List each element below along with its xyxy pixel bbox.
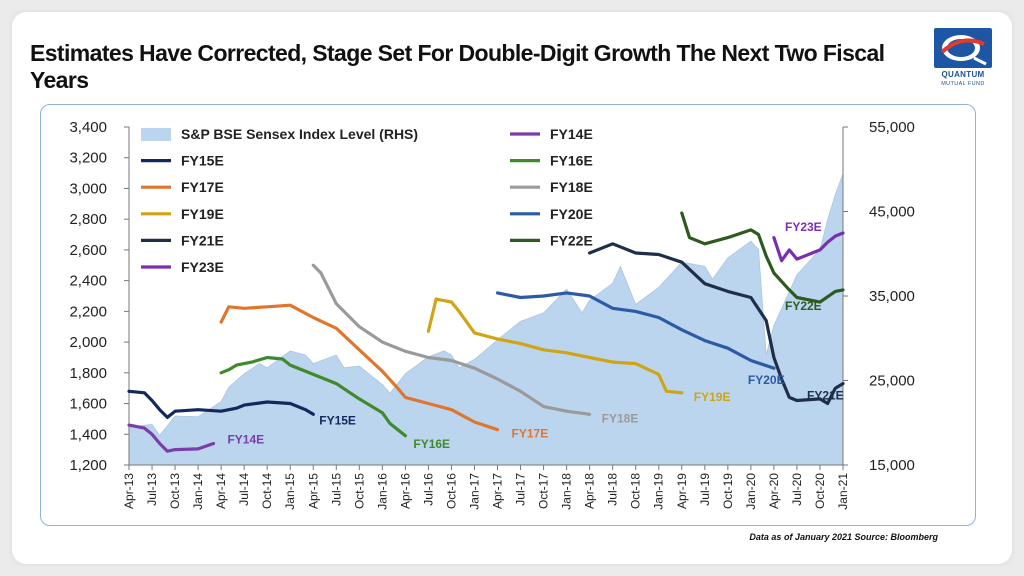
x-tick-label: Jul-20 [790, 473, 804, 506]
x-tick-label: Jul-16 [421, 473, 435, 506]
x-tick-label: Apr-16 [398, 473, 412, 509]
x-tick-label: Oct-15 [352, 473, 366, 509]
legend-label-fy22e: FY22E [550, 232, 593, 248]
logo-subtitle: MUTUAL FUND [941, 81, 985, 87]
x-tick-label: Oct-19 [721, 473, 735, 509]
series-line-fy15e [127, 389, 315, 419]
y-left-tick-label: 2,400 [69, 273, 107, 290]
legend-label-fy14e: FY14E [550, 126, 593, 142]
x-tick-label: Oct-20 [813, 473, 827, 509]
x-tick-label: Jul-19 [698, 473, 712, 506]
y-right-tick-label: 25,000 [869, 373, 915, 390]
legend-swatch-sensex [141, 128, 171, 141]
x-tick-label: Apr-18 [583, 473, 597, 509]
series-end-label-fy22e: FY22E [785, 299, 822, 313]
series-line-fy22e [680, 211, 845, 304]
series-line-fy23e [772, 231, 845, 263]
series-end-label-fy19e: FY19E [694, 390, 731, 404]
y-left-tick-label: 1,800 [69, 365, 107, 382]
y-left-tick-label: 2,000 [69, 334, 107, 351]
x-tick-label: Jul-13 [145, 473, 159, 506]
legend-label-fy19e: FY19E [181, 206, 224, 222]
series-end-label-fy17e: FY17E [512, 427, 549, 441]
x-tick-label: Oct-16 [444, 473, 458, 509]
y-right-tick-label: 45,000 [869, 204, 915, 221]
logo-emblem-icon [940, 35, 987, 66]
y-left-tick-label: 2,800 [69, 211, 107, 228]
series-end-label-fy20e: FY20E [748, 373, 785, 387]
series-line-fy21e [588, 242, 845, 406]
legend-label-fy17e: FY17E [181, 179, 224, 195]
y-left-tick-label: 1,400 [69, 426, 107, 443]
series-end-label-fy14e: FY14E [227, 432, 264, 446]
legend-label-fy23e: FY23E [181, 259, 224, 275]
x-tick-label: Oct-17 [537, 473, 551, 509]
x-tick-label: Jul-15 [329, 473, 343, 506]
series-end-label-fy18e: FY18E [602, 411, 639, 425]
x-tick-label: Jul-14 [237, 473, 251, 506]
x-tick-label: Apr-19 [675, 473, 689, 509]
y-left-tick-label: 2,600 [69, 242, 107, 259]
x-tick-label: Jan-21 [836, 473, 850, 510]
x-tick-label: Oct-18 [629, 473, 643, 509]
series-line-fy19e [426, 297, 684, 395]
y-right-tick-label: 15,000 [869, 457, 915, 474]
x-tick-label: Jul-17 [514, 473, 528, 506]
series-line-fy18e [311, 263, 592, 416]
series-end-label-fy15e: FY15E [319, 413, 356, 427]
x-tick-label: Apr-17 [491, 473, 505, 509]
y-left-tick-label: 1,600 [69, 396, 107, 413]
series-line-fy20e [495, 291, 776, 370]
x-tick-label: Apr-14 [214, 473, 228, 509]
y-left-tick-label: 2,200 [69, 303, 107, 320]
series-line-fy17e [219, 303, 500, 432]
x-tick-label: Jan-18 [560, 473, 574, 510]
x-tick-label: Jan-19 [652, 473, 666, 510]
logo-name: QUANTUM [941, 70, 985, 79]
legend-label-fy20e: FY20E [550, 206, 593, 222]
y-left-tick-label: 3,200 [69, 150, 107, 167]
x-tick-label: Apr-20 [767, 473, 781, 509]
series-end-label-fy23e: FY23E [785, 220, 822, 234]
y-left-tick-label: 3,400 [69, 119, 107, 136]
quantum-logo: QUANTUM MUTUAL FUND [930, 28, 996, 90]
x-tick-label: Oct-14 [260, 473, 274, 509]
legend-label-fy15e: FY15E [181, 153, 224, 169]
y-right-tick-label: 35,000 [869, 288, 915, 305]
x-tick-label: Jan-20 [744, 473, 758, 510]
page-title: Estimates Have Corrected, Stage Set For … [30, 40, 885, 93]
series-end-label-fy16e: FY16E [413, 437, 450, 451]
x-tick-label: Apr-15 [306, 473, 320, 509]
logo-mark [934, 28, 992, 68]
legend-label-fy21e: FY21E [181, 232, 224, 248]
legend-label-fy16e: FY16E [550, 153, 593, 169]
y-left-tick-label: 3,000 [69, 180, 107, 197]
x-tick-label: Apr-13 [122, 473, 136, 509]
y-left-tick-label: 1,200 [69, 457, 107, 474]
series-line-fy14e [127, 423, 216, 453]
x-tick-label: Jan-14 [191, 473, 205, 510]
legend-label-sensex: S&P BSE Sensex Index Level (RHS) [181, 126, 418, 142]
series-line-fy16e [219, 355, 407, 438]
source-note: Data as of January 2021 Source: Bloomber… [749, 532, 938, 542]
x-tick-label: Jan-15 [283, 473, 297, 510]
x-tick-label: Jan-17 [467, 473, 481, 510]
series-end-label-fy21e: FY21E [807, 389, 844, 403]
x-tick-label: Jan-16 [375, 473, 389, 510]
x-tick-label: Oct-13 [168, 473, 182, 509]
x-tick-label: Jul-18 [606, 473, 620, 506]
y-right-tick-label: 55,000 [869, 119, 915, 136]
legend-label-fy18e: FY18E [550, 179, 593, 195]
sensex-area [128, 173, 844, 466]
